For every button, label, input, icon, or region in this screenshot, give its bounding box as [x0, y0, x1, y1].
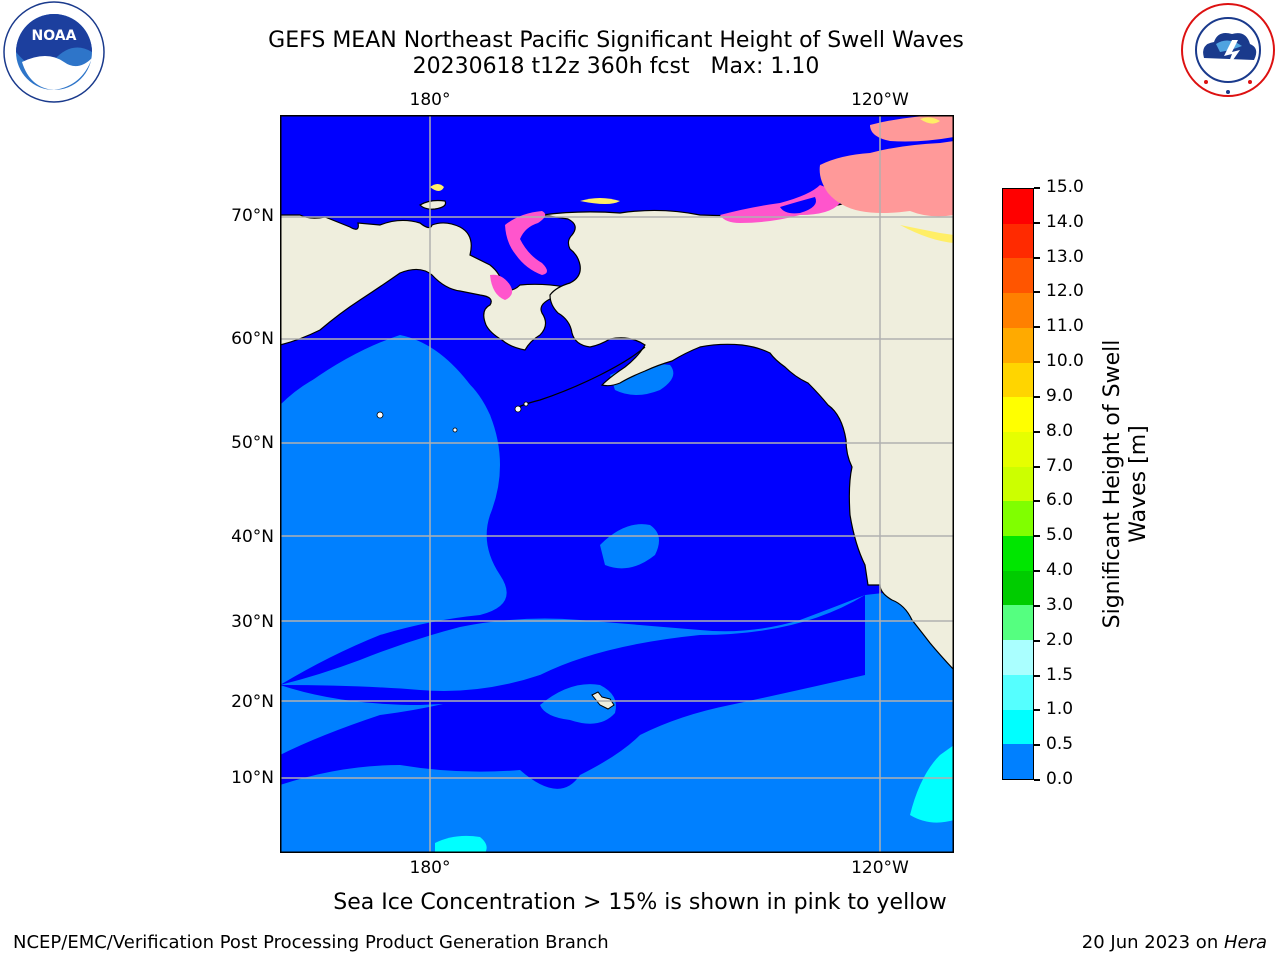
- colorbar-cell: [1003, 223, 1033, 259]
- lat-label-70n: 70°N: [231, 206, 274, 226]
- colorbar-tick-mark: [1034, 431, 1040, 433]
- colorbar-tick-label: 0.0: [1046, 769, 1074, 789]
- colorbar-tick-label: 5.0: [1046, 525, 1074, 545]
- colorbar-cell: [1003, 466, 1033, 502]
- colorbar-tick-mark: [1034, 396, 1040, 398]
- sea-ice-beaufort-inner: [780, 197, 816, 214]
- colorbar-tick-mark: [1034, 222, 1040, 224]
- chart-title: GEFS MEAN Northeast Pacific Significant …: [268, 28, 964, 53]
- sea-ice-beaufort: [720, 185, 840, 223]
- lon-label-bottom-180: 180°: [409, 858, 451, 878]
- lon-label-bottom-120w: 120°W: [851, 858, 909, 878]
- lat-label-20n: 20°N: [231, 692, 274, 712]
- footer-machine: Hera: [1223, 932, 1267, 953]
- colorbar-tick-mark: [1034, 257, 1040, 259]
- ocean-swell-0.5-1.0-mid: [600, 524, 659, 569]
- colorbar-cell: [1003, 258, 1033, 294]
- sea-ice-bering-2: [490, 274, 513, 300]
- sea-ice-yellow-2: [580, 198, 620, 204]
- lat-label-50n: 50°N: [231, 433, 274, 453]
- sea-ice-bering: [505, 211, 547, 275]
- colorbar-cell: [1003, 744, 1033, 779]
- colorbar-tick-label: 0.5: [1046, 734, 1074, 754]
- colorbar-tick-label: 9.0: [1046, 386, 1074, 406]
- colorbar-tick-label: 3.0: [1046, 595, 1074, 615]
- colorbar-label-line1: Significant Height of Swell: [1100, 339, 1125, 629]
- colorbar-tick-label: 11.0: [1046, 316, 1084, 336]
- colorbar-tick-label: 1.5: [1046, 665, 1074, 685]
- colorbar-tick-mark: [1034, 535, 1040, 537]
- colorbar-tick-label: 12.0: [1046, 281, 1084, 301]
- ocean-swell-0-0.5-south: [280, 595, 865, 742]
- colorbar-tick-mark: [1034, 709, 1040, 711]
- map-panel: [280, 115, 954, 853]
- colorbar-cell: [1003, 674, 1033, 710]
- colorbar-cell: [1003, 501, 1033, 537]
- colorbar-cell: [1003, 397, 1033, 432]
- colorbar-tick-label: 14.0: [1046, 212, 1084, 232]
- colorbar-cell: [1003, 570, 1033, 606]
- colorbar-tick-mark: [1034, 605, 1040, 607]
- colorbar-cell: [1003, 189, 1033, 224]
- colorbar-tick-mark: [1034, 675, 1040, 677]
- lat-label-60n: 60°N: [231, 329, 274, 349]
- sea-ice-arctic-salmon: [819, 141, 954, 217]
- colorbar-cell: [1003, 362, 1033, 398]
- lat-label-30n: 30°N: [231, 612, 274, 632]
- colorbar-tick-label: 8.0: [1046, 421, 1074, 441]
- lat-label-40n: 40°N: [231, 527, 274, 547]
- noaa-logo-text: NOAA: [32, 28, 77, 44]
- sea-ice-yellow-4: [920, 117, 940, 124]
- sea-ice-yellow-1: [430, 184, 444, 191]
- colorbar-label-line2: Waves [m]: [1126, 425, 1151, 543]
- lat-label-10n: 10°N: [231, 768, 274, 788]
- colorbar-tick-label: 13.0: [1046, 247, 1084, 267]
- colorbar-tick-label: 1.0: [1046, 699, 1074, 719]
- colorbar-tick-mark: [1034, 187, 1040, 189]
- ocean-swell-1.0-1.5-east: [910, 745, 954, 823]
- footer-date: 20 Jun 2023 on: [1081, 932, 1224, 953]
- colorbar: [1002, 188, 1034, 780]
- lon-label-top-120w: 120°W: [851, 90, 909, 110]
- colorbar-tick-mark: [1034, 779, 1040, 781]
- footer-left: NCEP/EMC/Verification Post Processing Pr…: [13, 932, 609, 953]
- colorbar-tick-mark: [1034, 570, 1040, 572]
- colorbar-cell: [1003, 431, 1033, 467]
- footer-right: 20 Jun 2023 on Hera: [1082, 932, 1267, 953]
- colorbar-tick-label: 2.0: [1046, 630, 1074, 650]
- colorbar-tick-mark: [1034, 326, 1040, 328]
- nws-logo: [1176, 0, 1280, 100]
- colorbar-cell: [1003, 605, 1033, 641]
- colorbar-tick-label: 7.0: [1046, 456, 1074, 476]
- lon-label-top-180: 180°: [409, 90, 451, 110]
- land-alaska-canada: [541, 184, 954, 671]
- colorbar-tick-mark: [1034, 291, 1040, 293]
- colorbar-cell: [1003, 536, 1033, 571]
- colorbar-tick-mark: [1034, 640, 1040, 642]
- map-svg: [280, 115, 954, 853]
- colorbar-cell: [1003, 293, 1033, 328]
- colorbar-cell: [1003, 709, 1033, 745]
- colorbar-tick-label: 6.0: [1046, 490, 1074, 510]
- noaa-logo: NOAA: [2, 0, 106, 104]
- colorbar-tick-label: 15.0: [1046, 177, 1084, 197]
- map-gridlines: [280, 115, 954, 853]
- colorbar-tick-label: 10.0: [1046, 351, 1084, 371]
- colorbar-label: Significant Height of Swell Waves [m]: [1100, 334, 1160, 634]
- sea-ice-yellow-3: [900, 225, 954, 243]
- colorbar-cell: [1003, 640, 1033, 675]
- ocean-swell-1.0-1.5-south: [435, 835, 487, 853]
- sea-ice-caption: Sea Ice Concentration > 15% is shown in …: [333, 890, 947, 915]
- land-wrangel: [419, 199, 447, 210]
- colorbar-ticks: 15.0 14.0 13.0 12.0 11.0 10.0 9.0 8.0 7.0 6.0 5.0 4…: [1034, 177, 1106, 789]
- chart-subtitle: 20230618 t12z 360h fcst Max: 1.10: [412, 54, 820, 79]
- colorbar-cell: [1003, 327, 1033, 363]
- colorbar-tick-label: 4.0: [1046, 560, 1074, 580]
- colorbar-tick-mark: [1034, 361, 1040, 363]
- colorbar-tick-mark: [1034, 744, 1040, 746]
- colorbar-tick-mark: [1034, 466, 1040, 468]
- map-frame: [280, 115, 954, 853]
- colorbar-tick-mark: [1034, 500, 1040, 502]
